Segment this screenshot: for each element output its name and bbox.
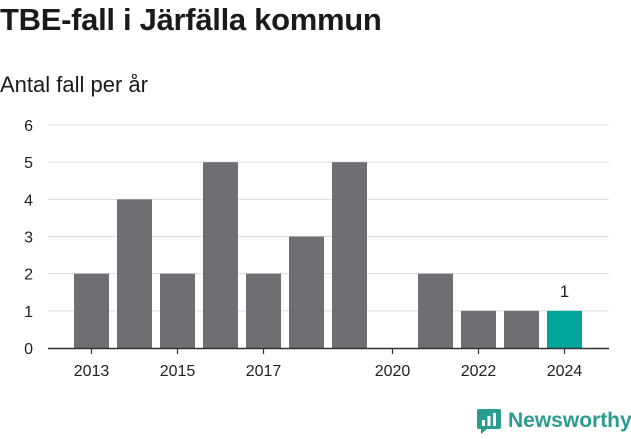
y-tick-label: 0 [24,341,33,358]
newsworthy-logo-icon [477,409,501,434]
x-tick-label: 2015 [160,363,196,380]
x-tick-label: 2017 [246,363,282,380]
bar-2019 [332,162,367,348]
chart-title: TBE-fall i Järfälla kommun [0,2,382,37]
x-tick-label: 2013 [74,363,110,380]
bar-2013 [74,273,109,348]
x-tick-label: 2022 [461,363,497,380]
chart-subtitle: Antal fall per år [0,72,148,97]
newsworthy-logo: Newsworthy [476,404,631,438]
data-label: 1 [560,282,569,301]
bar-2017 [246,273,281,348]
x-tick-label: 2020 [375,363,411,380]
bar-2016 [203,162,238,348]
bar-2024 [547,310,582,348]
x-tick-label: 2024 [547,363,583,380]
bar-2022 [461,310,496,348]
bar-2023 [504,310,539,348]
bar-2018 [289,236,324,348]
y-tick-label: 1 [24,304,33,321]
y-tick-label: 6 [24,118,33,135]
bar-2014 [117,199,152,348]
bar-2015 [160,273,195,348]
brand-name: Newsworthy [508,409,631,432]
y-tick-label: 4 [24,192,33,209]
y-tick-label: 2 [24,267,33,284]
bar-chart: 0 1 2 3 4 5 6 2013 2015 2017 2020 2022 2024 1 [24,118,609,380]
y-tick-label: 3 [24,230,33,247]
bar-2021 [418,273,453,348]
y-tick-label: 5 [24,155,33,172]
